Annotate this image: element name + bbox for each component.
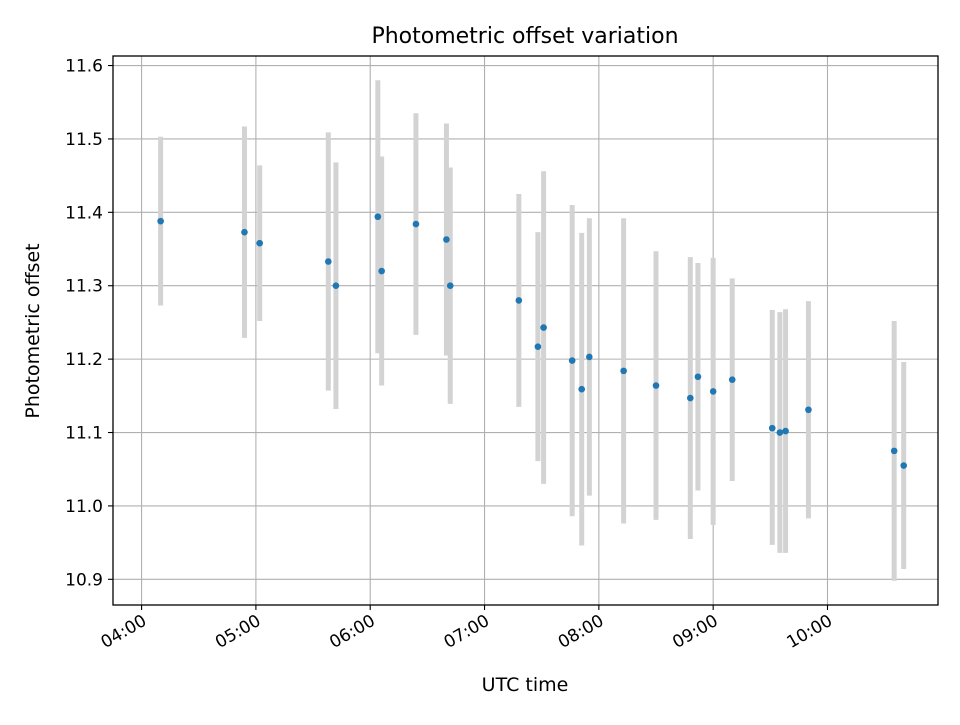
y-tick-label: 10.9 — [65, 570, 103, 590]
y-tick-label: 11.2 — [65, 350, 103, 370]
data-point — [768, 424, 776, 432]
x-axis-label: UTC time — [482, 674, 569, 696]
data-point — [378, 267, 385, 275]
data-point — [586, 353, 593, 361]
data-point — [540, 324, 547, 331]
data-point — [568, 357, 576, 364]
y-tick-label: 11.3 — [65, 277, 103, 297]
data-point — [687, 394, 694, 402]
data-point — [325, 258, 332, 265]
y-axis-label: Photometric offset — [22, 243, 44, 418]
data-point — [256, 239, 264, 247]
y-tick-label: 11.5 — [65, 130, 103, 150]
y-tick-label: 11.1 — [65, 424, 103, 444]
data-point — [578, 385, 586, 393]
data-point — [782, 427, 789, 435]
plot-frame — [112, 55, 939, 606]
chart-title: Photometric offset variation — [371, 24, 678, 49]
y-tick-label: 11.6 — [65, 57, 103, 77]
data-point — [900, 462, 908, 469]
grid — [113, 56, 938, 605]
data-point — [446, 282, 454, 290]
data-point — [805, 406, 812, 414]
data-point — [412, 220, 420, 228]
data-point — [157, 217, 164, 225]
y-tick-label: 11.4 — [65, 203, 103, 223]
data-point — [374, 213, 382, 221]
data-points — [157, 213, 908, 469]
data-point — [515, 297, 523, 304]
data-point — [728, 376, 736, 383]
data-point — [776, 429, 784, 436]
data-point — [652, 382, 660, 389]
data-point — [694, 373, 702, 381]
data-point — [332, 282, 340, 290]
data-point — [709, 388, 717, 395]
data-point — [890, 447, 898, 455]
data-point — [241, 228, 248, 236]
data-point — [534, 343, 542, 350]
data-point — [620, 367, 627, 375]
data-point — [443, 236, 450, 243]
y-tick-label: 11.0 — [65, 497, 103, 517]
